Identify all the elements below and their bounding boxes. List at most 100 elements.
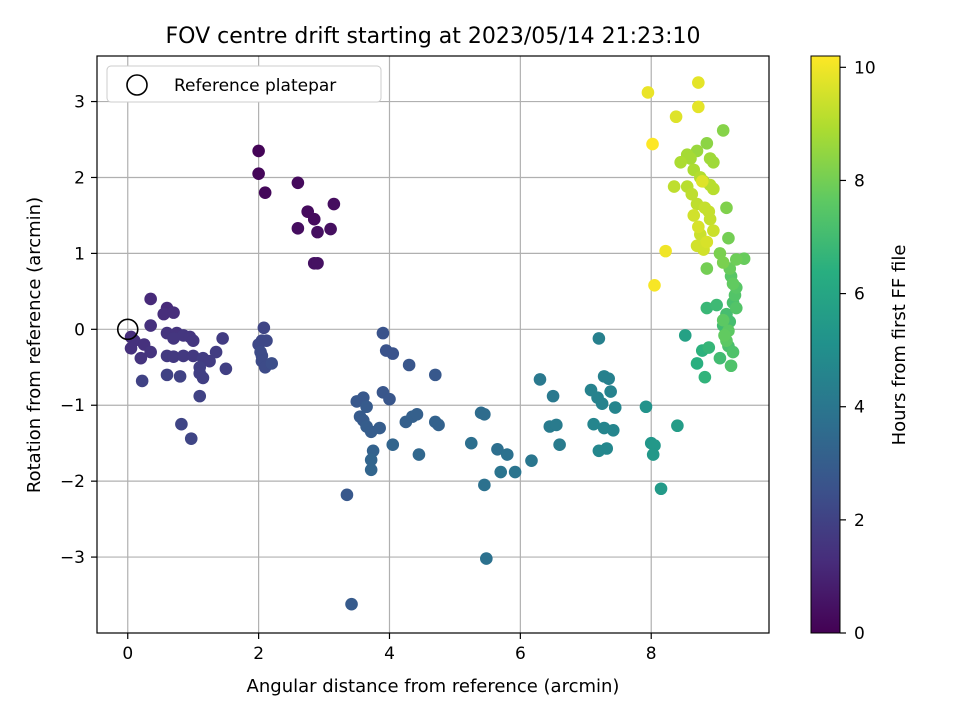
x-axis-label: Angular distance from reference (arcmin) xyxy=(247,676,620,697)
data-point xyxy=(364,463,378,477)
data-point xyxy=(386,438,400,452)
data-point xyxy=(196,371,210,385)
data-point xyxy=(678,329,692,342)
data-point xyxy=(729,253,743,266)
data-point xyxy=(160,368,174,382)
data-point xyxy=(674,155,687,169)
y-tick-label: −1 xyxy=(60,396,85,416)
data-point xyxy=(478,478,491,492)
colorbar-label: Hours from first FF file xyxy=(889,245,910,446)
data-point xyxy=(641,86,655,99)
data-point xyxy=(695,174,709,188)
data-point xyxy=(291,176,305,190)
data-point xyxy=(173,370,187,383)
data-point xyxy=(500,448,514,461)
data-point xyxy=(553,438,566,452)
colorbar-tick-label: 0 xyxy=(854,624,865,644)
x-tick-label: 0 xyxy=(122,644,133,664)
data-point xyxy=(144,292,157,306)
data-point xyxy=(726,345,740,359)
data-point xyxy=(252,167,265,180)
legend: Reference platepar xyxy=(106,65,382,103)
data-point xyxy=(311,256,324,270)
chart-title: FOV centre drift starting at 2023/05/14 … xyxy=(166,24,701,49)
data-point xyxy=(648,278,661,292)
data-point xyxy=(692,220,705,234)
data-point xyxy=(410,408,424,421)
plot-area-frame xyxy=(96,55,770,634)
data-point xyxy=(718,329,731,342)
data-point xyxy=(595,397,609,411)
data-point xyxy=(690,357,704,370)
y-tick-label: −3 xyxy=(60,548,85,568)
legend-marker-icon xyxy=(126,74,148,96)
data-point xyxy=(478,408,491,421)
data-point xyxy=(327,197,341,211)
data-point xyxy=(707,155,720,169)
data-point xyxy=(692,100,705,114)
data-point xyxy=(646,448,660,461)
data-point xyxy=(432,418,445,432)
data-point xyxy=(659,244,672,258)
data-point xyxy=(707,182,720,196)
data-points xyxy=(124,76,751,611)
data-point xyxy=(592,332,606,345)
data-point xyxy=(720,201,733,215)
data-point xyxy=(546,389,560,403)
data-point xyxy=(402,358,416,372)
y-tick-label: 2 xyxy=(74,168,85,188)
data-point xyxy=(324,222,337,236)
data-point xyxy=(376,326,390,340)
data-point xyxy=(157,307,171,321)
colorbar-tick-label: 10 xyxy=(854,58,876,78)
data-point xyxy=(710,298,723,312)
data-point xyxy=(386,347,400,360)
data-point xyxy=(311,225,324,239)
data-point xyxy=(412,448,426,461)
colorbar-tick-label: 6 xyxy=(854,285,865,305)
data-point xyxy=(428,368,442,382)
data-point xyxy=(606,423,620,437)
data-point xyxy=(219,362,233,376)
y-tick-label: −2 xyxy=(60,472,85,492)
data-point xyxy=(340,488,354,502)
y-tick-label: 1 xyxy=(74,244,85,264)
data-point xyxy=(360,400,373,414)
x-tick-label: 2 xyxy=(253,644,264,664)
data-point xyxy=(600,442,614,455)
data-point xyxy=(700,262,714,275)
data-point xyxy=(265,357,279,370)
data-point xyxy=(550,418,563,432)
data-point xyxy=(144,345,157,359)
data-point xyxy=(373,421,386,435)
data-point xyxy=(203,354,216,368)
data-point xyxy=(491,442,504,456)
colorbar-tick-label: 4 xyxy=(854,398,865,418)
data-point xyxy=(669,110,683,124)
data-point xyxy=(525,454,538,467)
data-point xyxy=(684,152,697,165)
data-point xyxy=(307,212,321,226)
data-point xyxy=(209,345,223,359)
data-point xyxy=(252,144,265,158)
legend-label: Reference platepar xyxy=(174,76,336,96)
data-point xyxy=(700,301,714,315)
legend-box xyxy=(106,65,382,103)
x-axis-ticks: 0 2 4 6 8 xyxy=(122,633,657,664)
data-point xyxy=(587,417,600,431)
colorbar-tick-label: 8 xyxy=(854,171,865,191)
data-point xyxy=(654,482,668,496)
data-point xyxy=(716,313,730,327)
x-tick-label: 8 xyxy=(646,644,657,664)
data-point xyxy=(186,349,200,363)
data-point xyxy=(639,400,653,414)
data-point xyxy=(291,222,305,235)
data-point xyxy=(700,137,714,150)
data-point xyxy=(508,465,522,479)
colorbar-gradient xyxy=(810,55,841,634)
reference-platepar-marker xyxy=(116,318,139,341)
data-point xyxy=(667,180,681,193)
data-point xyxy=(184,432,198,445)
data-point xyxy=(702,341,716,354)
